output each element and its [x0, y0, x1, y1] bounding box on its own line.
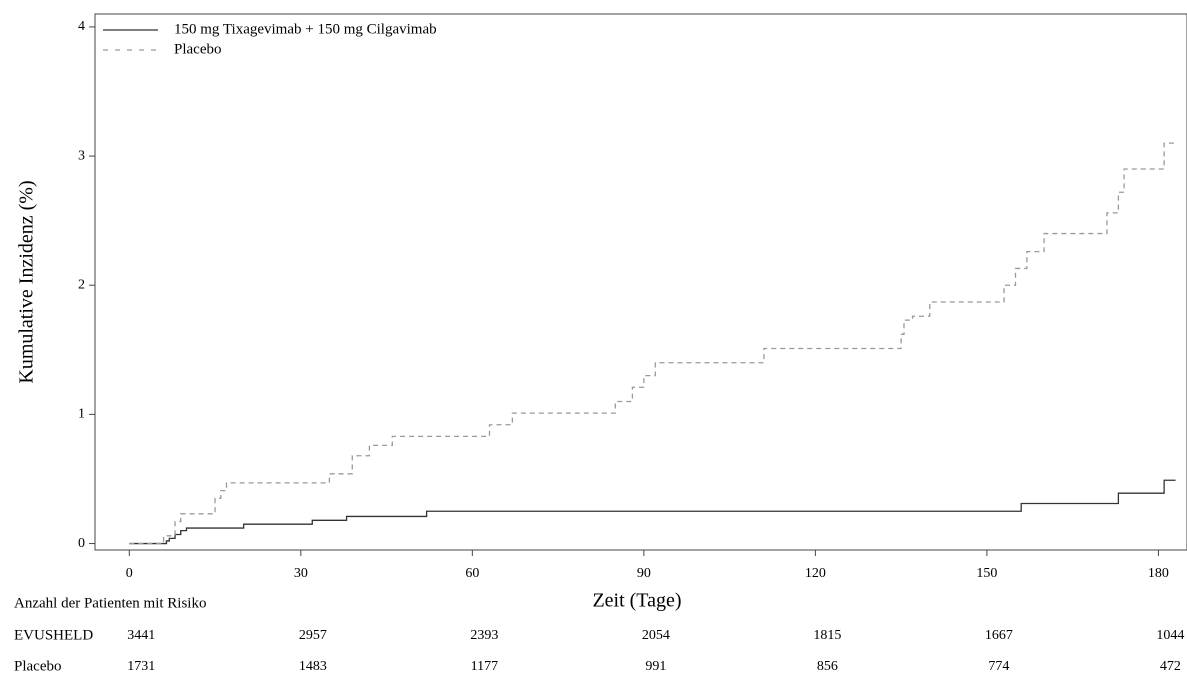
x-tick-label: 120 [805, 566, 826, 581]
x-axis-label: Zeit (Tage) [592, 590, 681, 612]
risk-count: 1667 [985, 628, 1013, 643]
y-tick-label: 4 [78, 19, 85, 34]
y-axis-label: Kumulative Inzidenz (%) [16, 180, 38, 383]
risk-count: 856 [817, 659, 838, 674]
risk-table-title: Anzahl der Patienten mit Risiko [14, 595, 206, 611]
y-tick-label: 1 [78, 407, 85, 422]
risk-count: 1731 [127, 659, 155, 674]
risk-row-label: EVUSHELD [14, 627, 93, 643]
risk-count: 1483 [299, 659, 327, 674]
x-tick-label: 0 [126, 566, 133, 581]
risk-count: 1177 [471, 659, 498, 674]
y-tick-label: 2 [78, 277, 85, 292]
risk-count: 1815 [813, 628, 841, 643]
legend-label: 150 mg Tixagevimab + 150 mg Cilgavimab [174, 21, 437, 37]
x-tick-label: 180 [1148, 566, 1169, 581]
legend-label: Placebo [174, 41, 221, 57]
risk-count: 2054 [642, 628, 670, 643]
risk-count: 991 [645, 659, 666, 674]
risk-count: 774 [988, 659, 1009, 674]
risk-count: 3441 [127, 628, 155, 643]
x-tick-label: 30 [294, 566, 308, 581]
x-tick-label: 60 [465, 566, 479, 581]
x-tick-label: 90 [637, 566, 651, 581]
y-tick-label: 0 [78, 536, 85, 551]
y-tick-label: 3 [78, 148, 85, 163]
risk-count: 2957 [299, 628, 327, 643]
risk-count: 472 [1160, 659, 1181, 674]
series-line [129, 479, 1176, 545]
risk-count: 2393 [470, 628, 498, 643]
risk-row-label: Placebo [14, 658, 61, 674]
x-tick-label: 150 [976, 566, 997, 581]
plot-frame [94, 13, 1187, 551]
series-line [129, 142, 1176, 545]
risk-count: 1044 [1156, 628, 1184, 643]
